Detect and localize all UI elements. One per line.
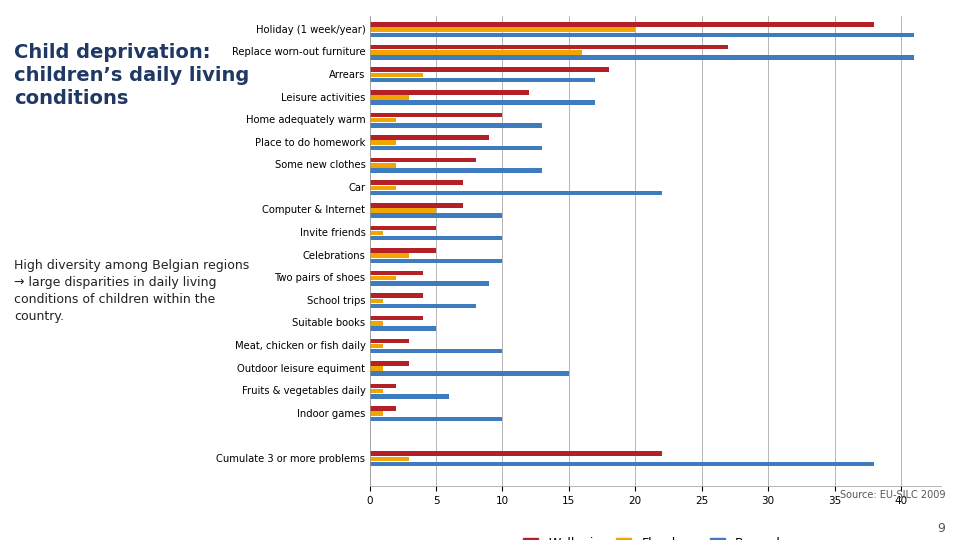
Bar xyxy=(370,73,422,77)
Bar xyxy=(370,384,396,388)
Bar xyxy=(370,276,396,280)
Bar xyxy=(370,321,383,326)
Bar xyxy=(370,208,436,213)
Bar xyxy=(370,299,383,303)
Bar xyxy=(370,28,636,32)
Bar xyxy=(370,339,410,343)
Bar xyxy=(370,281,490,286)
Bar xyxy=(370,113,502,117)
Bar xyxy=(370,411,383,416)
Bar xyxy=(370,140,396,145)
Bar xyxy=(370,163,396,167)
Legend: Wallonia, Flanders, Brussels: Wallonia, Flanders, Brussels xyxy=(518,532,792,540)
Bar xyxy=(370,259,502,263)
Text: Child deprivation:
children’s daily living
conditions: Child deprivation: children’s daily livi… xyxy=(14,43,250,107)
Bar xyxy=(370,316,422,320)
Bar xyxy=(370,231,383,235)
Bar xyxy=(370,226,436,230)
Bar xyxy=(370,168,542,173)
Bar xyxy=(370,366,383,371)
Text: 9: 9 xyxy=(938,522,946,535)
Bar xyxy=(370,180,463,185)
Bar xyxy=(370,191,661,195)
Bar xyxy=(370,326,436,331)
Bar xyxy=(370,78,595,83)
Bar xyxy=(370,186,396,190)
Bar xyxy=(370,361,410,366)
Bar xyxy=(370,203,463,207)
Bar xyxy=(370,253,410,258)
Bar xyxy=(370,451,661,456)
Bar xyxy=(370,389,383,394)
Bar xyxy=(370,100,595,105)
Bar xyxy=(370,293,422,298)
Bar xyxy=(370,417,502,421)
Bar xyxy=(370,95,410,100)
Bar xyxy=(370,213,502,218)
Bar xyxy=(370,33,914,37)
Bar xyxy=(370,394,449,399)
Bar xyxy=(370,68,609,72)
Bar xyxy=(370,406,396,411)
Bar xyxy=(370,343,383,348)
Bar xyxy=(370,457,410,461)
Bar xyxy=(370,118,396,123)
Bar xyxy=(370,462,875,467)
Bar xyxy=(370,158,476,163)
Bar xyxy=(370,45,729,49)
Text: Source: EU-SILC 2009: Source: EU-SILC 2009 xyxy=(840,489,946,500)
Bar xyxy=(370,50,582,55)
Bar xyxy=(370,303,476,308)
Bar xyxy=(370,236,502,240)
Bar xyxy=(370,146,542,150)
Bar xyxy=(370,22,875,27)
Bar xyxy=(370,123,542,127)
Bar xyxy=(370,135,490,140)
Bar xyxy=(370,271,422,275)
Text: High diversity among Belgian regions
→ large disparities in daily living
conditi: High diversity among Belgian regions → l… xyxy=(14,259,250,323)
Bar xyxy=(370,349,502,353)
Bar xyxy=(370,248,436,253)
Bar xyxy=(370,90,529,94)
Bar xyxy=(370,55,914,60)
Bar xyxy=(370,372,569,376)
